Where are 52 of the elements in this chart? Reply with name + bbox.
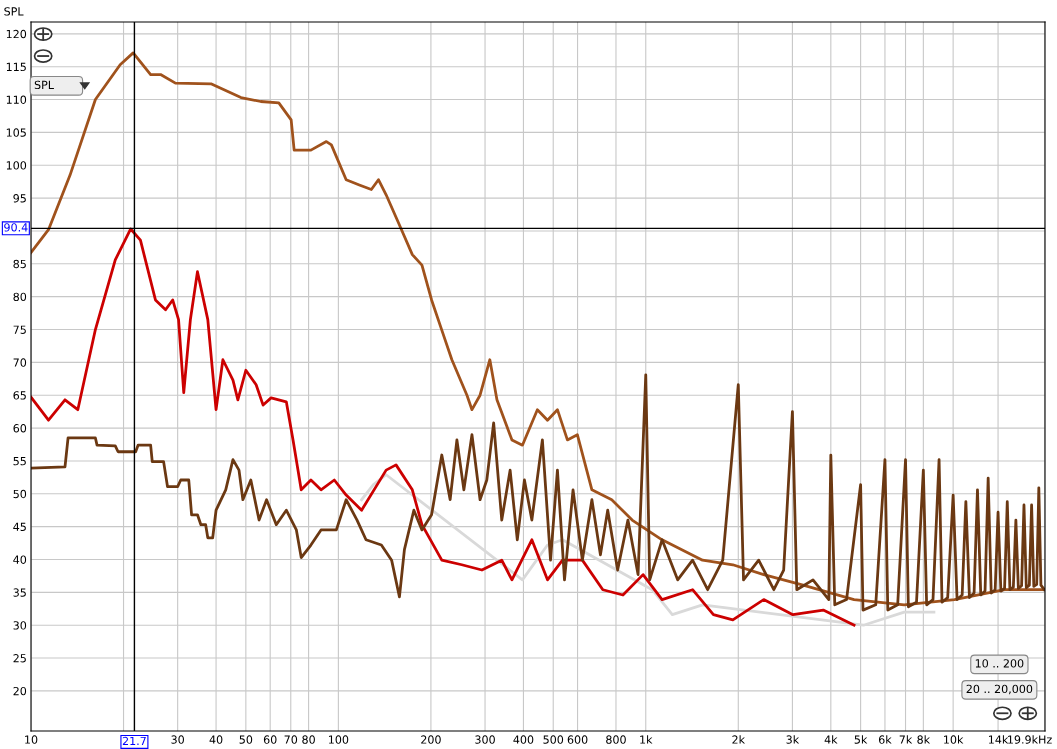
y-tick-label: 105 xyxy=(6,128,26,137)
y-tick-label: 40 xyxy=(13,555,27,564)
x-tick-label: 40 xyxy=(209,735,223,744)
y-tick-label: 85 xyxy=(13,259,26,269)
x-tick-label: 60 xyxy=(263,735,277,744)
x-tick-label: 6k xyxy=(878,735,892,744)
y-tick-label: 65 xyxy=(13,391,26,400)
x-tick-label: 14k xyxy=(988,735,1009,744)
x-tick-label: 8k xyxy=(917,735,931,744)
x-tick-label: 30 xyxy=(171,735,184,744)
annotation: SPL xyxy=(34,80,54,90)
x-tick-label: 7k xyxy=(899,735,913,744)
x-tick-label: 3k xyxy=(786,735,800,744)
y-tick-label: 120 xyxy=(6,29,27,39)
x-tick-label: 10k xyxy=(944,735,964,744)
x-tick-label: 50 xyxy=(239,735,253,744)
y-tick-label: 20 xyxy=(13,686,27,696)
y-tick-label: 25 xyxy=(13,654,26,663)
ref-line-label: 90.4 xyxy=(4,223,28,232)
y-axis-title: SPL xyxy=(4,7,24,16)
y-tick-label: 95 xyxy=(13,194,26,203)
x-tick-label: 200 xyxy=(421,735,441,744)
y-tick-label: 60 xyxy=(13,424,27,433)
x-axis-title: Hz xyxy=(1039,735,1052,744)
y-tick-label: 110 xyxy=(6,95,27,104)
x-tick-label: 400 xyxy=(513,735,534,744)
annotation: 20 .. 20,000 xyxy=(966,684,1033,695)
y-tick-label: 80 xyxy=(13,292,27,302)
y-tick-label: 45 xyxy=(13,522,26,532)
x-tick-label: 5k xyxy=(854,735,868,744)
y-tick-label: 70 xyxy=(13,358,27,367)
ref-line-label: 21.7 xyxy=(122,736,146,745)
y-tick-label: 75 xyxy=(13,325,26,334)
x-tick-label: 70 xyxy=(284,735,298,744)
x-tick-label: 300 xyxy=(475,735,495,744)
x-tick-label: 4k xyxy=(824,735,838,744)
x-tick-label: 100 xyxy=(329,735,349,744)
x-tick-label: 19.9k xyxy=(1008,735,1039,744)
y-tick-label: 100 xyxy=(6,161,27,170)
x-tick-label: 2k xyxy=(732,735,746,744)
x-tick-label: 10 xyxy=(25,735,38,744)
x-tick-label: 800 xyxy=(606,735,626,744)
y-tick-label: 35 xyxy=(13,588,26,597)
y-tick-label: 55 xyxy=(13,457,26,466)
annotation: 10 .. 200 xyxy=(975,659,1024,668)
y-tick-label: 50 xyxy=(13,489,27,499)
y-tick-label: 115 xyxy=(6,62,26,72)
x-tick-label: 600 xyxy=(567,735,588,744)
x-tick-label: 500 xyxy=(543,735,564,744)
y-tick-label: 30 xyxy=(13,621,27,630)
x-tick-label: 1k xyxy=(640,735,653,744)
x-tick-label: 80 xyxy=(302,735,315,744)
